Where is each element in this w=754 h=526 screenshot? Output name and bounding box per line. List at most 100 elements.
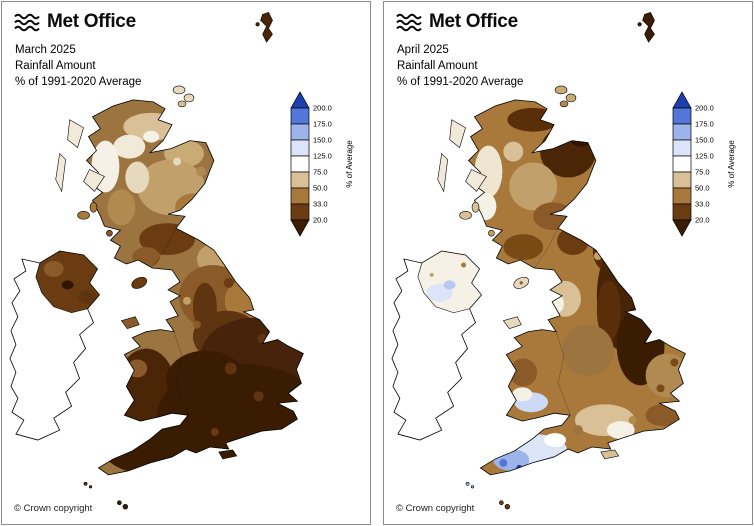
- rainfall-map-april: [391, 11, 686, 510]
- isle-of-skye: [465, 169, 487, 192]
- color-scale-legend: 200.0 175.0 150.0 125.0 75.0 50.0 33.0 2…: [290, 91, 354, 237]
- ireland: [9, 250, 100, 441]
- scilly-isles: [88, 485, 93, 489]
- isle-of-skye: [83, 169, 105, 192]
- legend-segment: [290, 123, 310, 141]
- great-britain: [85, 99, 304, 476]
- legend-segment: [672, 203, 692, 221]
- legend-segment: [672, 139, 692, 157]
- legend-tick-label: 200.0: [313, 104, 332, 113]
- met-office-logo: Met Office: [396, 11, 518, 33]
- orkney-islands: [177, 100, 187, 108]
- legend-tick-label: 125.0: [695, 152, 714, 161]
- title-baseline: % of 1991-2020 Average: [15, 76, 142, 89]
- met-office-waves-icon: [396, 13, 422, 32]
- legend-segment: [672, 107, 692, 125]
- legend-segment: [290, 155, 310, 173]
- legend-arrow-above-max: [290, 91, 310, 109]
- great-britain: [467, 99, 686, 476]
- isle-of-lewis: [67, 119, 84, 149]
- internal-borders: [533, 228, 571, 415]
- crown-copyright: © Crown copyright: [14, 503, 93, 514]
- jura-island: [89, 202, 98, 213]
- anglesey-island: [120, 316, 140, 329]
- islands: [55, 11, 273, 510]
- shetland-islands: [642, 11, 655, 43]
- map-panel-april: Met Office April 2025 Rainfall Amount % …: [383, 1, 753, 525]
- shetland-islet: [255, 22, 260, 27]
- color-scale-legend: 200.0 175.0 150.0 125.0 75.0 50.0 33.0 2…: [672, 91, 736, 237]
- arran-island: [106, 229, 113, 237]
- internal-borders: [151, 228, 189, 415]
- title-baseline: % of 1991-2020 Average: [397, 76, 524, 89]
- legend-tick-label: 200.0: [695, 104, 714, 113]
- legend-segment: [290, 139, 310, 157]
- isle-of-man: [131, 276, 148, 289]
- legend-tick-label: 175.0: [695, 120, 714, 129]
- legend-tick-label: 75.0: [313, 168, 328, 177]
- legend-tick-labels: 200.0 175.0 150.0 125.0 75.0 50.0 33.0 2…: [695, 104, 714, 225]
- isle-of-wight: [218, 449, 238, 460]
- legend-segment: [672, 171, 692, 189]
- title-month: April 2025: [397, 44, 449, 56]
- legend-color-bar: [672, 91, 692, 237]
- channel-islands: [499, 500, 504, 505]
- title-variable: Rainfall Amount: [15, 60, 96, 73]
- great-britain-coastline: [467, 99, 686, 476]
- uist-islands: [55, 152, 66, 193]
- crown-copyright: © Crown copyright: [396, 503, 475, 514]
- orkney-islands: [172, 85, 186, 95]
- islay-island: [459, 210, 472, 220]
- isle-of-wight: [600, 449, 620, 460]
- islands: [437, 11, 655, 510]
- legend-segment: [290, 171, 310, 189]
- legend-tick-label: 33.0: [695, 200, 710, 209]
- legend-tick-label: 33.0: [313, 200, 328, 209]
- met-office-waves-icon: [14, 13, 40, 32]
- anglesey-island: [502, 316, 522, 329]
- legend-tick-labels: 200.0 175.0 150.0 125.0 75.0 50.0 33.0 2…: [313, 104, 332, 225]
- met-office-logo: Met Office: [14, 11, 136, 33]
- legend-segment: [672, 187, 692, 205]
- legend-segment: [672, 155, 692, 173]
- met-office-logo-text: Met Office: [47, 11, 136, 32]
- legend-arrow-above-max: [672, 91, 692, 109]
- scilly-isles: [465, 481, 470, 486]
- orkney-islands: [559, 100, 569, 108]
- map-title-block: March 2025 Rainfall Amount % of 1991-202…: [15, 42, 141, 90]
- legend-segment: [290, 107, 310, 125]
- legend-tick-label: 20.0: [313, 216, 328, 225]
- title-variable: Rainfall Amount: [397, 60, 478, 73]
- met-office-logo-text: Met Office: [429, 11, 518, 32]
- legend-arrow-below-min: [672, 219, 692, 237]
- legend-tick-label: 50.0: [313, 184, 328, 193]
- legend-color-bar: [290, 91, 310, 237]
- orkney-islands: [183, 93, 195, 103]
- great-britain-fill: [86, 99, 304, 475]
- channel-islands: [122, 503, 129, 510]
- northern-ireland-border: [417, 250, 482, 314]
- orkney-islands: [554, 85, 568, 95]
- legend-arrow-below-min: [290, 219, 310, 237]
- legend-segment: [290, 203, 310, 221]
- map-panel-march: Met Office March 2025 Rainfall Amount % …: [1, 1, 371, 525]
- channel-islands: [504, 503, 511, 510]
- isle-of-man-detail: [519, 281, 523, 285]
- orkney-islands: [565, 93, 577, 103]
- scilly-isles: [470, 485, 475, 489]
- jura-island: [471, 202, 480, 213]
- shetland-islet: [637, 22, 642, 27]
- arran-island: [488, 229, 495, 237]
- title-month: March 2025: [15, 44, 76, 56]
- channel-islands: [117, 500, 122, 505]
- legend-segment: [290, 187, 310, 205]
- legend-tick-label: 125.0: [313, 152, 332, 161]
- isle-of-lewis: [449, 119, 466, 149]
- rainfall-map-march: [9, 11, 304, 510]
- legend-tick-label: 75.0: [695, 168, 710, 177]
- northern-ireland-border: [35, 250, 100, 314]
- great-britain-fill: [468, 99, 686, 475]
- islay-island: [77, 210, 90, 220]
- scilly-isles: [83, 481, 88, 486]
